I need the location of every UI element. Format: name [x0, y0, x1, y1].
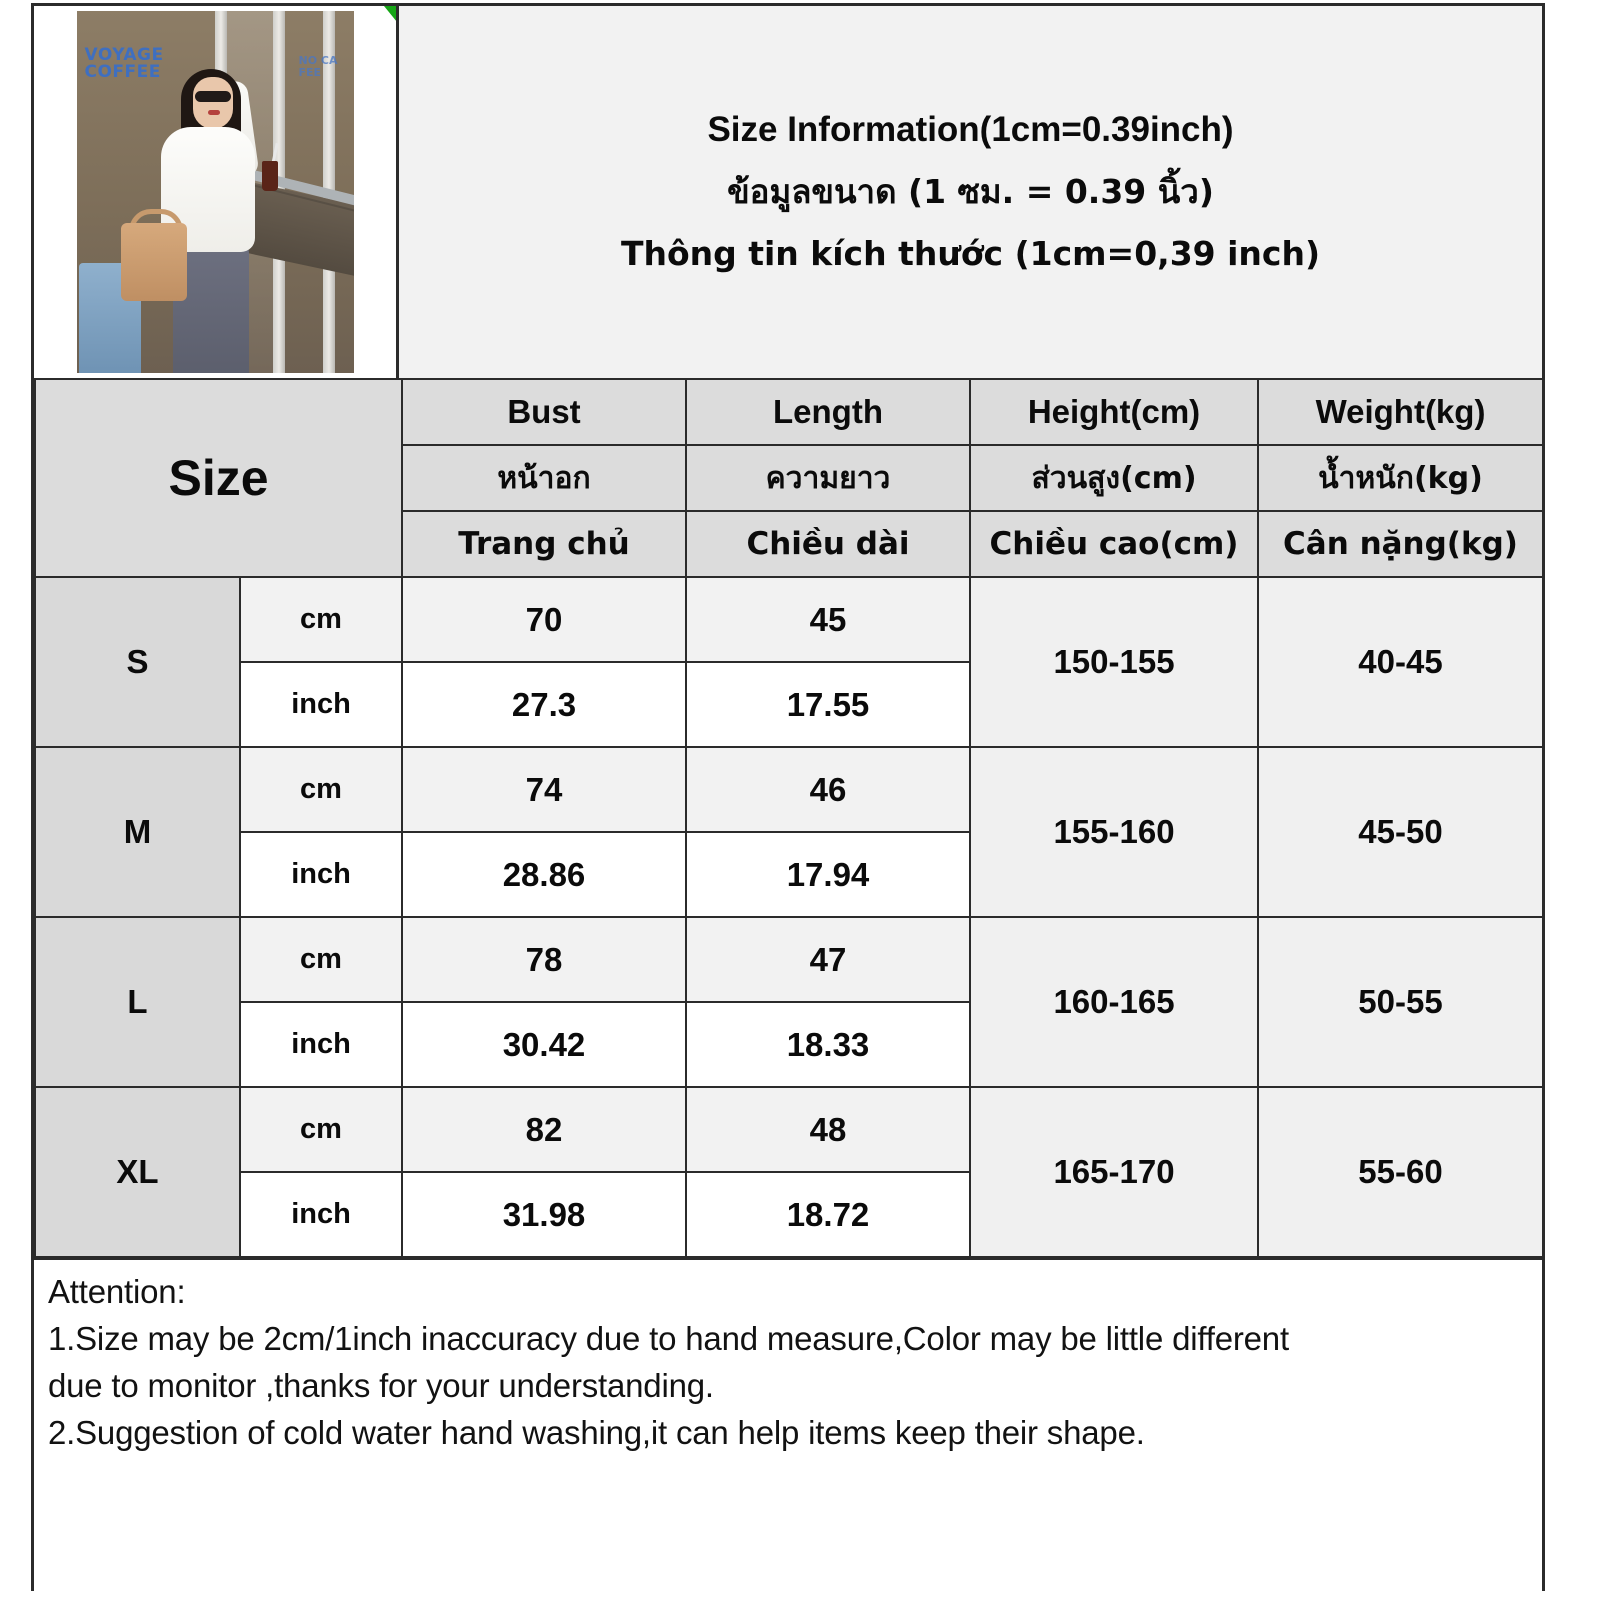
unit-cm-xl: cm: [239, 1086, 403, 1173]
photo-drink-cup: [261, 161, 278, 191]
attention-heading: Attention:: [48, 1273, 186, 1310]
attention-line-3: 2.Suggestion of cold water hand washing,…: [48, 1414, 1145, 1451]
attention-line-1: 1.Size may be 2cm/1inch inaccuracy due t…: [48, 1320, 1289, 1357]
title-english: Size Information(1cm=0.39inch): [707, 110, 1234, 149]
header-length-vi: Chiều dài: [685, 510, 971, 578]
cafe-sign-line-1: VOYAGE: [84, 45, 164, 65]
chart-frame: VOYAGE COFFEE NO CA FEE: [31, 3, 1545, 1594]
title-thai: ข้อมูลขนาด (1 ซม. = 0.39 นิ้ว): [727, 172, 1214, 211]
top-band: VOYAGE COFFEE NO CA FEE: [34, 6, 1542, 378]
size-value-l: L: [34, 916, 241, 1088]
photo-tote-bag: [120, 223, 187, 301]
header-height-en: Height(cm): [969, 378, 1259, 446]
length-inch-xl: 18.72: [685, 1171, 971, 1258]
header-row-vietnamese: Trang chủ Chiều dài Chiều cao(cm) Cân nặ…: [35, 510, 1544, 578]
length-cm-m: 46: [685, 746, 971, 833]
header-row-english: Size Bust Length Height(cm) Weight(kg): [34, 378, 1544, 578]
weight-l: 50-55: [1257, 916, 1544, 1088]
size-value-s: S: [34, 576, 241, 748]
height-m: 155-160: [969, 746, 1259, 918]
unit-inch-l: inch: [239, 1001, 403, 1088]
size-header-cell: Size: [34, 378, 403, 578]
green-corner-marker: [384, 6, 396, 22]
header-weight-th: น้ำหนัก(kg): [1257, 444, 1544, 512]
table-row: S cm 70 45 150-155 40-45: [34, 576, 1544, 748]
table-row: inch 27.3 17.55: [35, 661, 1543, 748]
header-bust-th: หน้าอก: [401, 444, 687, 512]
header-bust-vi: Trang chủ: [401, 510, 687, 578]
title-block: Size Information(1cm=0.39inch) ข้อมูลขนา…: [399, 6, 1542, 378]
bust-inch-l: 30.42: [401, 1001, 687, 1088]
table-row: inch 31.98 18.72: [35, 1171, 1543, 1258]
table-row: XL cm 82 48 165-170 55-60: [34, 1086, 1544, 1258]
length-inch-m: 17.94: [685, 831, 971, 918]
length-cm-xl: 48: [685, 1086, 971, 1173]
bust-inch-s: 27.3: [401, 661, 687, 748]
length-cm-s: 45: [685, 576, 971, 663]
height-xl: 165-170: [969, 1086, 1259, 1258]
bust-cm-s: 70: [401, 576, 687, 663]
length-inch-s: 17.55: [685, 661, 971, 748]
cafe-sign-line-2: COFFEE: [84, 62, 161, 82]
header-height-vi: Chiều cao(cm): [969, 510, 1259, 578]
photo-model-lips: [207, 110, 220, 115]
bust-cm-l: 78: [401, 916, 687, 1003]
unit-cm-l: cm: [239, 916, 403, 1003]
header-height-th: ส่วนสูง(cm): [969, 444, 1259, 512]
product-photo: VOYAGE COFFEE NO CA FEE: [76, 11, 354, 373]
header-length-en: Length: [685, 378, 971, 446]
bust-inch-m: 28.86: [401, 831, 687, 918]
height-s: 150-155: [969, 576, 1259, 748]
height-l: 160-165: [969, 916, 1259, 1088]
bust-cm-xl: 82: [401, 1086, 687, 1173]
cafe-sign-far-line-1: NO CA: [298, 54, 338, 67]
table-row: M cm 74 46 155-160 45-50: [34, 746, 1544, 918]
title-vietnamese: Thông tin kích thước (1cm=0,39 inch): [620, 234, 1321, 273]
unit-inch-s: inch: [239, 661, 403, 748]
size-table: Size Bust Length Height(cm) Weight(kg) ห…: [34, 378, 1544, 1258]
header-row-thai: หน้าอก ความยาว ส่วนสูง(cm) น้ำหนัก(kg): [35, 444, 1544, 512]
unit-inch-xl: inch: [239, 1171, 403, 1258]
attention-line-2: due to monitor ,thanks for your understa…: [48, 1367, 714, 1404]
weight-s: 40-45: [1257, 576, 1544, 748]
weight-m: 45-50: [1257, 746, 1544, 918]
header-weight-vi: Cân nặng(kg): [1257, 510, 1544, 578]
header-bust-en: Bust: [401, 378, 687, 446]
bust-cm-m: 74: [401, 746, 687, 833]
unit-cm-s: cm: [239, 576, 403, 663]
table-row: inch 30.42 18.33: [35, 1001, 1543, 1088]
sunglasses-icon: [194, 91, 231, 102]
header-weight-en: Weight(kg): [1257, 378, 1544, 446]
length-inch-l: 18.33: [685, 1001, 971, 1088]
product-photo-cell: VOYAGE COFFEE NO CA FEE: [34, 6, 399, 378]
size-value-m: M: [34, 746, 241, 918]
cafe-sign-far: NO CA FEE: [299, 55, 338, 79]
length-cm-l: 47: [685, 916, 971, 1003]
photo-model-face: [192, 77, 233, 129]
table-row: L cm 78 47 160-165 50-55: [34, 916, 1544, 1088]
bust-inch-xl: 31.98: [401, 1171, 687, 1258]
cafe-sign-text: VOYAGE COFFEE: [85, 47, 164, 81]
cafe-sign-far-line-2: FEE: [298, 66, 322, 79]
header-length-th: ความยาว: [685, 444, 971, 512]
table-row: inch 28.86 17.94: [35, 831, 1543, 918]
weight-xl: 55-60: [1257, 1086, 1544, 1258]
attention-block: Attention: 1.Size may be 2cm/1inch inacc…: [34, 1257, 1542, 1594]
unit-cm-m: cm: [239, 746, 403, 833]
unit-inch-m: inch: [239, 831, 403, 918]
size-value-xl: XL: [34, 1086, 241, 1258]
